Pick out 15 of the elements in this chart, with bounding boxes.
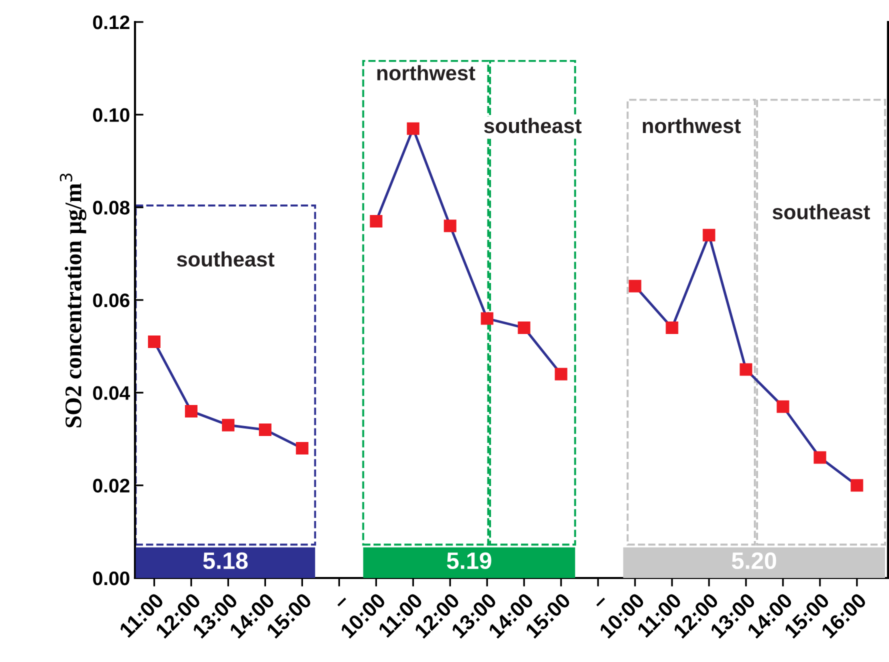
annotation: southeast	[176, 251, 274, 267]
annotation: northwest	[377, 65, 476, 80]
y-tick-label: 0.10	[93, 108, 130, 122]
y-tick-label: 0.04	[93, 386, 130, 400]
y-tick-label: 0.06	[93, 293, 130, 308]
y-tick-label: 0.00	[93, 571, 130, 586]
y-tick-label: 0.08	[93, 200, 130, 215]
annotation: northwest	[642, 118, 741, 134]
y-axis-title: SO2 concentration μg/m$^{3}$	[60, 174, 86, 428]
annotation: 5.18	[203, 552, 248, 570]
annotation: 5.19	[446, 552, 492, 570]
annotation: southeast	[772, 204, 870, 220]
annotation: southeast	[484, 118, 582, 134]
y-tick-label: 0.02	[93, 478, 130, 493]
y-tick-label: 0.12	[93, 15, 130, 30]
